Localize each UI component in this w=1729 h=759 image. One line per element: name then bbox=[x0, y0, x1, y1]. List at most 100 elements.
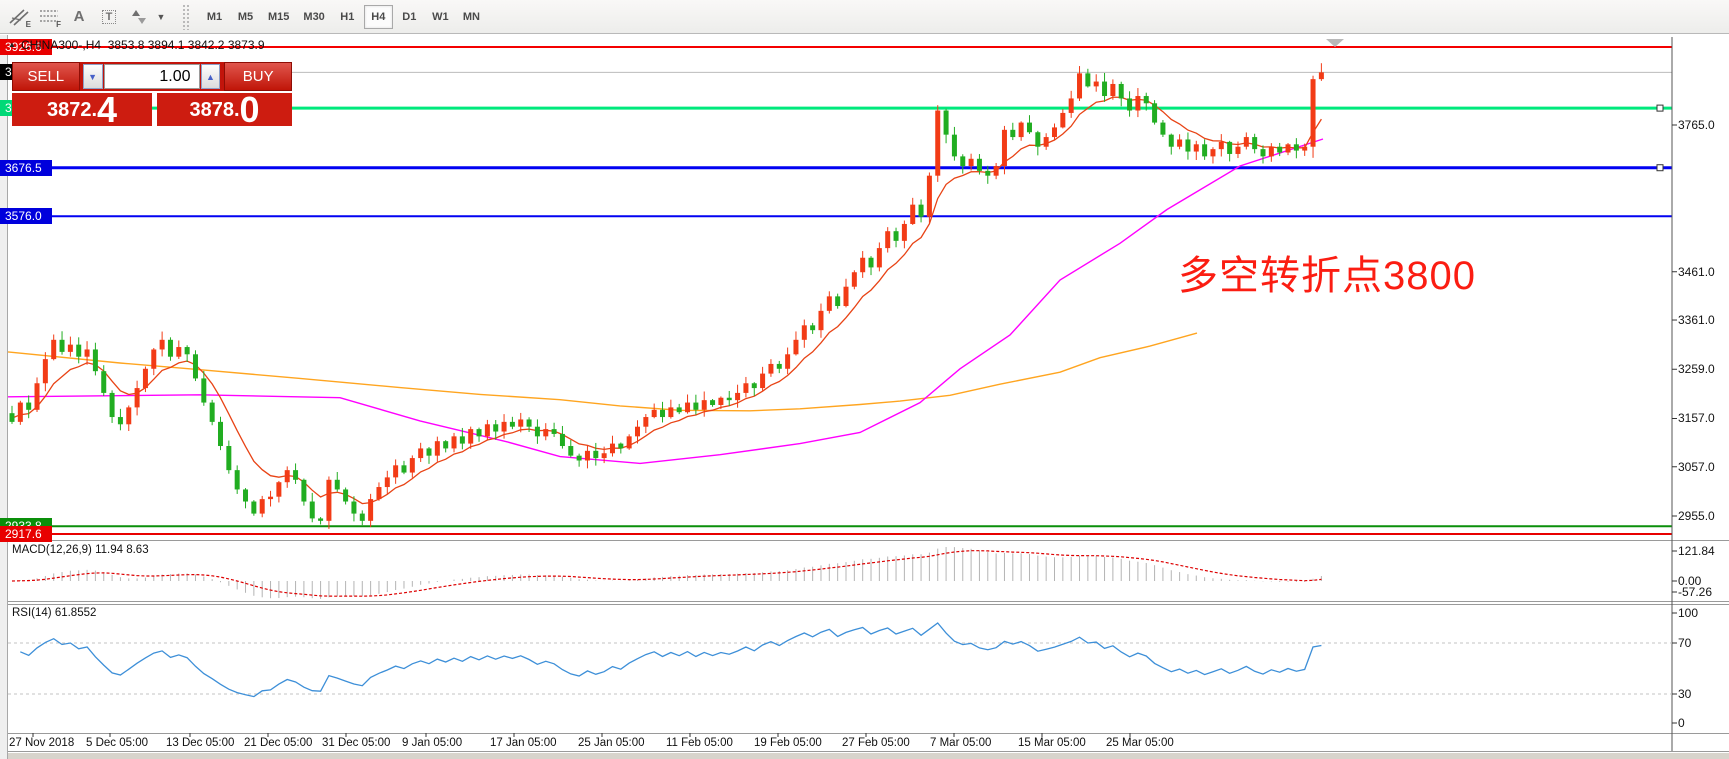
fibo-glyph: F bbox=[56, 19, 61, 29]
candle bbox=[351, 501, 357, 514]
window-bottom-edge bbox=[0, 753, 1729, 759]
candle bbox=[685, 402, 691, 413]
candle bbox=[301, 479, 307, 502]
candle bbox=[1127, 98, 1133, 111]
candle bbox=[951, 134, 957, 157]
tools-dropdown-caret-icon[interactable]: ▼ bbox=[156, 11, 166, 22]
candle bbox=[1018, 122, 1024, 138]
candle bbox=[501, 421, 507, 432]
candle bbox=[559, 433, 565, 447]
volume-decrease-button[interactable]: ▼ bbox=[82, 64, 103, 89]
one-click-trade-panel: SELL ▼ ▲ BUY 3872.4 3878.0 bbox=[12, 62, 292, 126]
timeframe-button-m15[interactable]: M15 bbox=[268, 10, 290, 23]
candle bbox=[134, 388, 140, 408]
equidistant-channel-icon[interactable]: E bbox=[4, 4, 34, 30]
candle bbox=[726, 397, 732, 401]
candle bbox=[584, 450, 590, 461]
candle bbox=[1118, 83, 1124, 99]
buy-button[interactable]: BUY bbox=[224, 62, 292, 91]
candle bbox=[1110, 83, 1116, 97]
volume-increase-button[interactable]: ▲ bbox=[200, 64, 221, 89]
candle bbox=[601, 453, 607, 459]
candle bbox=[968, 158, 974, 167]
candle bbox=[1160, 122, 1166, 135]
candle bbox=[1060, 112, 1066, 128]
timeframe-group: M1 M5 M15 M30 H1 H4 D1 W1 MN bbox=[195, 0, 491, 34]
candle bbox=[192, 354, 198, 379]
buy-price-box[interactable]: 3878. 0 bbox=[157, 93, 292, 126]
candle bbox=[109, 392, 115, 418]
timeframe-button-m1[interactable]: M1 bbox=[206, 10, 223, 23]
candle bbox=[42, 359, 48, 384]
candle bbox=[893, 231, 899, 241]
candle bbox=[743, 383, 749, 393]
trade-panel-top-row: SELL ▼ ▲ BUY bbox=[12, 62, 292, 91]
line-handle-right[interactable] bbox=[1656, 104, 1664, 112]
candle bbox=[860, 257, 866, 273]
timeframe-button-h1[interactable]: H1 bbox=[340, 10, 355, 23]
candle bbox=[676, 407, 682, 413]
candle bbox=[426, 448, 432, 456]
candle bbox=[1026, 122, 1032, 133]
volume-input[interactable] bbox=[103, 64, 200, 89]
candle bbox=[1318, 72, 1324, 80]
candle bbox=[1093, 81, 1099, 87]
sell-price-box[interactable]: 3872. 4 bbox=[12, 93, 152, 126]
candle bbox=[543, 429, 549, 437]
candle bbox=[59, 339, 65, 352]
line-handle-left[interactable] bbox=[8, 213, 13, 219]
candle bbox=[1085, 73, 1091, 87]
candle bbox=[76, 344, 82, 357]
candle bbox=[234, 470, 240, 490]
label-glyph: T bbox=[101, 9, 117, 24]
candle bbox=[768, 363, 774, 374]
candle bbox=[793, 339, 799, 355]
main-chart-canvas[interactable] bbox=[0, 35, 1729, 759]
arrows-tool-icon[interactable] bbox=[124, 4, 154, 30]
text-tool-icon[interactable]: A bbox=[64, 4, 94, 30]
timeframe-button-w1[interactable]: W1 bbox=[432, 10, 449, 23]
timeframe-button-mn[interactable]: MN bbox=[462, 10, 480, 23]
toolbar-grip[interactable] bbox=[182, 3, 189, 30]
candle bbox=[626, 436, 632, 449]
candle bbox=[643, 417, 649, 427]
line-handle-left[interactable] bbox=[8, 165, 13, 171]
candle bbox=[1277, 146, 1283, 153]
candle bbox=[151, 349, 157, 369]
candle bbox=[359, 513, 365, 521]
candle bbox=[993, 166, 999, 176]
candle bbox=[1035, 132, 1041, 147]
rsi-line bbox=[20, 622, 1322, 698]
timeframe-button-m30[interactable]: M30 bbox=[303, 10, 325, 23]
candle bbox=[368, 499, 374, 521]
candle bbox=[259, 499, 265, 514]
candle bbox=[167, 339, 173, 357]
candle bbox=[651, 409, 657, 418]
timeframe-button-h4[interactable]: H4 bbox=[363, 4, 393, 29]
candle bbox=[401, 465, 407, 473]
candle bbox=[551, 429, 557, 434]
candle bbox=[92, 349, 98, 372]
candle bbox=[851, 272, 857, 287]
candle bbox=[960, 156, 966, 167]
candle bbox=[67, 344, 73, 352]
candle bbox=[576, 455, 582, 461]
timeframe-button-m5[interactable]: M5 bbox=[237, 10, 254, 23]
line-handle-right[interactable] bbox=[1656, 164, 1664, 172]
buy-price-dot: . bbox=[233, 99, 240, 121]
fibonacci-icon[interactable]: F bbox=[34, 4, 64, 30]
sell-button[interactable]: SELL bbox=[12, 62, 80, 91]
candle bbox=[176, 347, 182, 357]
buy-price-main: 3878 bbox=[189, 99, 234, 121]
candle bbox=[935, 110, 941, 176]
label-tool-icon[interactable]: T bbox=[94, 4, 124, 30]
candle bbox=[484, 424, 490, 437]
timeframe-button-d1[interactable]: D1 bbox=[402, 10, 417, 23]
buy-price-big-digit: 0 bbox=[239, 93, 260, 126]
candle bbox=[568, 446, 574, 456]
candle bbox=[384, 477, 390, 488]
text-glyph: A bbox=[73, 8, 85, 25]
candle bbox=[1227, 141, 1233, 154]
candle bbox=[117, 417, 123, 425]
candle bbox=[142, 368, 148, 389]
